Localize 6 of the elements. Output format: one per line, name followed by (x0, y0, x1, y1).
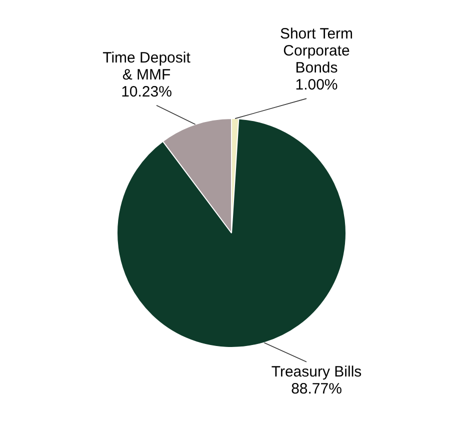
slice-label: Short Term Corporate Bonds (280, 26, 354, 77)
data-label: 88.77% (291, 380, 342, 398)
slice-label: Time Deposit & MMF (102, 50, 192, 84)
data-label: 1.00% (295, 76, 338, 94)
slice-label: Treasury Bills (271, 364, 362, 381)
data-label: 10.23% (121, 84, 172, 101)
